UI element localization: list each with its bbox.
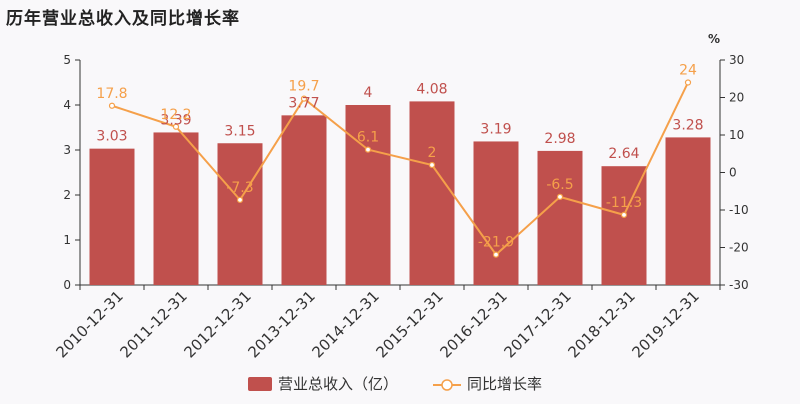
revenue-value-label: 3.15 [224, 123, 255, 139]
x-tick-label: 2018-12-31 [564, 287, 638, 361]
revenue-value-label: 3.28 [672, 117, 703, 133]
growth-rate-value-label: 2 [428, 145, 437, 161]
legend-revenue-label: 营业总收入（亿） [278, 375, 398, 393]
revenue-bar [537, 150, 583, 285]
revenue-bar [153, 132, 199, 285]
x-tick-label: 2012-12-31 [180, 287, 254, 361]
revenue-value-label: 3.39 [160, 112, 191, 128]
revenue-bar [345, 105, 391, 285]
revenue-bar [89, 148, 135, 285]
x-tick-label: 2013-12-31 [244, 287, 318, 361]
revenue-bar [665, 137, 711, 285]
legend-revenue-swatch[interactable] [248, 377, 272, 391]
growth-rate-value-label: 17.8 [96, 86, 127, 102]
growth-rate-value-label: 6.1 [357, 130, 379, 146]
growth-rate-point [108, 102, 116, 109]
growth-rate-value-label: -21.9 [478, 235, 514, 251]
growth-rate-value-label: -6.5 [546, 177, 573, 193]
legend-growth-swatch-marker[interactable] [441, 379, 453, 391]
x-tick-label: 2019-12-31 [628, 287, 702, 361]
growth-rate-point [172, 123, 180, 130]
growth-rate-value-label: -11.3 [606, 195, 642, 211]
revenue-value-label: 4.08 [416, 81, 447, 97]
y-left-tick-label: 0 [63, 278, 71, 292]
y-left-tick-label: 5 [63, 53, 71, 67]
revenue-value-label: 3.77 [288, 95, 319, 111]
y-right-tick-label: 20 [729, 91, 744, 105]
y-left-tick-label: 1 [63, 233, 71, 247]
y-right-tick-label: 30 [729, 53, 744, 67]
y-right-tick-label: -20 [729, 241, 749, 255]
growth-rate-point [364, 146, 372, 153]
growth-rate-point [236, 196, 244, 203]
y-left-tick-label: 3 [63, 143, 71, 157]
revenue-value-label: 3.03 [96, 129, 127, 145]
growth-rate-value-label: 24 [679, 63, 697, 79]
revenue-bar [409, 101, 455, 286]
revenue-bar [281, 115, 327, 285]
growth-rate-point [300, 95, 308, 102]
revenue-bar [217, 143, 263, 285]
y-right-tick-label: -30 [729, 278, 749, 292]
growth-rate-point [428, 161, 436, 169]
revenue-value-label: 2.98 [544, 131, 575, 147]
y-right-tick-label: -10 [729, 203, 749, 217]
y-right-tick-label: 10 [729, 128, 744, 142]
growth-rate-point [492, 251, 500, 258]
revenue-value-label: 4 [364, 85, 373, 101]
legend-growth-label: 同比增长率 [467, 375, 542, 393]
y-left-tick-label: 2 [63, 188, 71, 202]
revenue-value-label: 2.64 [608, 146, 639, 162]
x-tick-label: 2017-12-31 [500, 287, 574, 361]
x-tick-label: 2016-12-31 [436, 287, 510, 361]
revenue-value-label: 3.19 [480, 121, 511, 137]
growth-rate-line [111, 82, 689, 257]
growth-rate-value-label: 12.2 [160, 107, 191, 123]
y-left-tick-label: 4 [63, 98, 71, 112]
x-tick-label: 2011-12-31 [116, 287, 190, 361]
revenue-bar [473, 141, 519, 285]
x-tick-label: 2015-12-31 [372, 287, 446, 361]
chart-title: 历年营业总收入及同比增长率 [6, 9, 240, 29]
growth-rate-value-label: 19.7 [288, 79, 319, 95]
y-right-tick-label: 0 [729, 166, 737, 180]
y-right-unit-label: % [708, 32, 720, 46]
growth-rate-point [684, 79, 692, 86]
growth-rate-value-label: -7.3 [226, 180, 253, 196]
x-tick-label: 2010-12-31 [52, 287, 126, 361]
x-tick-label: 2014-12-31 [308, 287, 382, 361]
growth-rate-point [556, 193, 564, 200]
growth-rate-point [620, 211, 628, 218]
